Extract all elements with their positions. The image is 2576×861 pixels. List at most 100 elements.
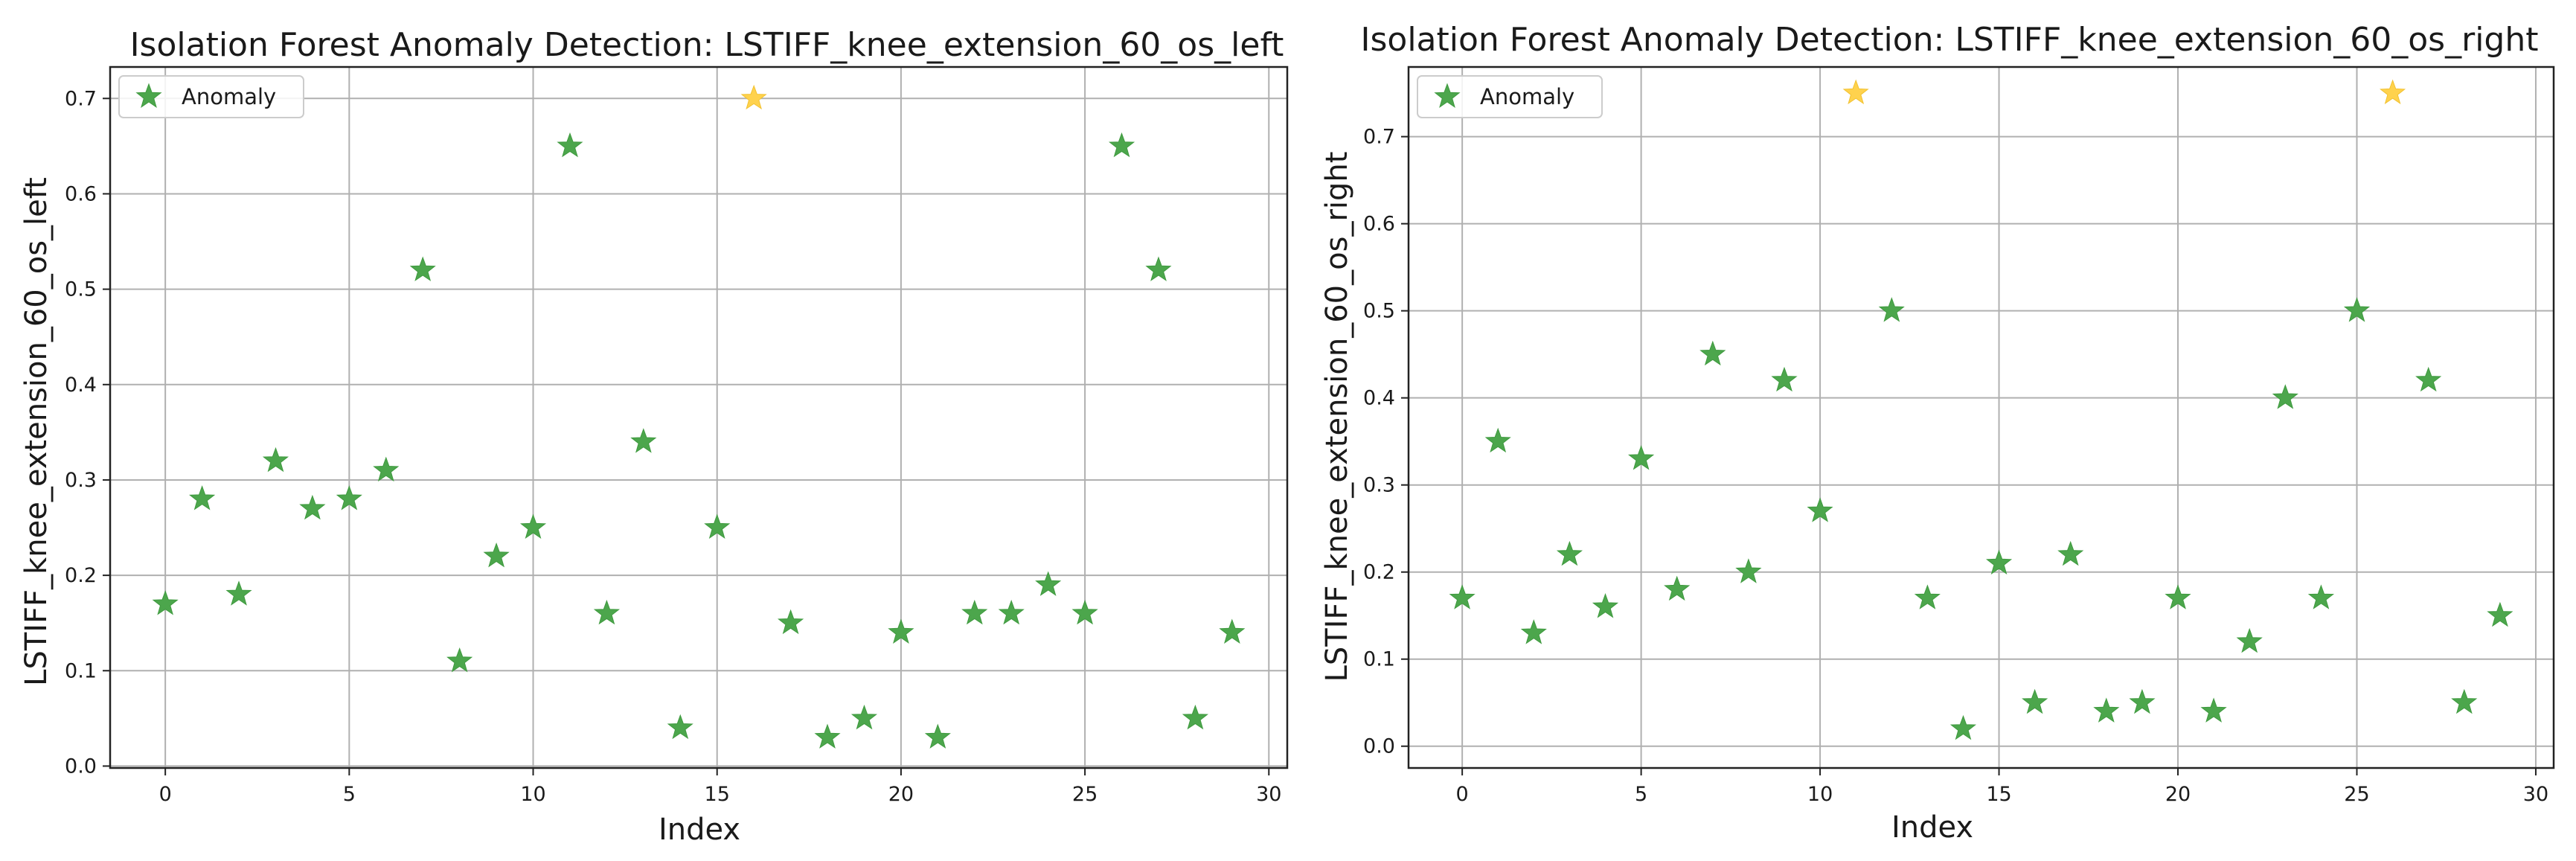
left-x-tick-label: 30 bbox=[1256, 783, 1281, 806]
left-y-tick-label: 0.0 bbox=[65, 755, 97, 778]
right-x-tick-label: 20 bbox=[2165, 783, 2191, 806]
right-data-point bbox=[1627, 445, 1655, 470]
right-chart: Isolation Forest Anomaly Detection: LSTI… bbox=[1320, 21, 2555, 845]
left-data-point bbox=[152, 590, 179, 615]
right-data-point bbox=[2093, 697, 2120, 723]
left-y-axis-label: LSTIFF_knee_extension_60_os_left bbox=[19, 177, 54, 686]
left-anomaly-point bbox=[740, 84, 767, 110]
left-data-point bbox=[336, 485, 362, 510]
right-y-tick-label: 0.1 bbox=[1363, 648, 1395, 671]
right-x-tick-label: 25 bbox=[2344, 783, 2369, 806]
right-data-point bbox=[1699, 340, 1726, 366]
left-data-point bbox=[593, 599, 620, 625]
right-x-axis-label: Index bbox=[1891, 810, 1973, 845]
left-data-point bbox=[998, 599, 1025, 625]
left-data-point bbox=[961, 599, 988, 625]
left-plot-area: 0 5 10 15 20 25 30 0.0 0.1 0.2 0.3 0.4 0.5 0.6 0.7 Anom… bbox=[65, 65, 1289, 806]
right-data-point bbox=[2307, 584, 2335, 609]
left-y-tick-label: 0.1 bbox=[65, 659, 97, 682]
right-y-tick-label: 0.0 bbox=[1363, 735, 1395, 758]
right-x-tick-label: 0 bbox=[1456, 783, 1469, 806]
left-data-point bbox=[225, 580, 252, 606]
right-legend-label: Anomaly bbox=[1480, 84, 1574, 109]
left-data-point bbox=[1182, 704, 1208, 730]
left-data-point bbox=[483, 542, 510, 568]
left-legend-marker bbox=[135, 83, 162, 108]
left-legend bbox=[118, 75, 304, 118]
right-data-point bbox=[1449, 584, 1476, 609]
left-data-point bbox=[1145, 256, 1172, 281]
right-anomaly-point bbox=[2380, 79, 2406, 105]
left-axes-frame bbox=[109, 65, 1289, 769]
left-data-point bbox=[1071, 599, 1098, 625]
left-x-tick-label: 10 bbox=[520, 783, 545, 806]
right-y-tick-label: 0.6 bbox=[1363, 213, 1395, 236]
left-x-tick-label: 5 bbox=[343, 783, 356, 806]
left-data-point bbox=[1109, 132, 1135, 158]
left-y-tick-label: 0.4 bbox=[65, 374, 97, 397]
left-x-tick-label: 0 bbox=[159, 783, 172, 806]
right-data-point bbox=[1878, 297, 1905, 322]
right-y-tick-label: 0.3 bbox=[1363, 474, 1395, 497]
right-y-axis-label: LSTIFF_knee_extension_60_os_right bbox=[1320, 152, 1354, 682]
right-chart-title: Isolation Forest Anomaly Detection: LSTI… bbox=[1361, 21, 2539, 59]
right-y-tick-label: 0.7 bbox=[1363, 126, 1395, 149]
left-data-point bbox=[189, 485, 216, 510]
left-data-point bbox=[1035, 571, 1062, 596]
left-data-point bbox=[262, 446, 289, 473]
right-data-point bbox=[1664, 575, 1691, 601]
left-y-tick-label: 0.7 bbox=[65, 87, 97, 110]
right-data-point bbox=[2236, 627, 2263, 653]
right-data-point bbox=[1771, 366, 1798, 392]
right-data-point bbox=[2057, 540, 2084, 566]
left-y-tick-label: 0.6 bbox=[65, 182, 97, 205]
left-x-tick-label: 15 bbox=[705, 783, 730, 806]
right-data-point bbox=[2165, 584, 2191, 609]
right-data-point bbox=[2129, 688, 2156, 714]
right-data-point bbox=[1914, 584, 1941, 609]
right-data-point bbox=[2415, 366, 2442, 392]
right-data-point bbox=[1949, 714, 1976, 740]
right-legend-marker bbox=[1434, 83, 1461, 108]
left-x-tick-label: 25 bbox=[1072, 783, 1098, 806]
left-data-point bbox=[814, 723, 841, 749]
right-plot-area: 0 5 10 15 20 25 30 0.0 0.1 0.2 0.3 0.4 0.5 0.6 0.7 Anom… bbox=[1363, 65, 2555, 806]
right-data-point bbox=[1735, 558, 1762, 583]
left-data-point bbox=[667, 714, 693, 740]
left-y-tick-label: 0.2 bbox=[65, 564, 97, 587]
left-x-axis-label: Index bbox=[659, 813, 740, 847]
right-data-point bbox=[2451, 688, 2478, 714]
right-x-tick-label: 15 bbox=[1986, 783, 2011, 806]
left-data-point bbox=[924, 723, 951, 749]
right-x-tick-label: 10 bbox=[1807, 783, 1833, 806]
left-data-point bbox=[888, 618, 914, 644]
right-axes-frame bbox=[1407, 65, 2555, 769]
right-data-point bbox=[1807, 497, 1833, 522]
left-data-point bbox=[520, 513, 547, 539]
left-data-point bbox=[778, 609, 804, 635]
right-data-point bbox=[1484, 427, 1511, 453]
right-legend bbox=[1417, 75, 1603, 118]
right-data-point bbox=[1592, 593, 1619, 618]
left-data-point bbox=[373, 456, 400, 482]
left-data-point bbox=[850, 704, 877, 730]
left-chart-title: Isolation Forest Anomaly Detection: LSTI… bbox=[130, 26, 1284, 64]
right-x-tick-label: 5 bbox=[1635, 783, 1647, 806]
right-anomaly-point bbox=[1842, 79, 1869, 105]
left-data-point bbox=[557, 132, 583, 158]
left-data-point bbox=[630, 428, 657, 453]
left-data-point bbox=[704, 513, 731, 539]
right-y-tick-label: 0.4 bbox=[1363, 387, 1395, 410]
left-data-point bbox=[446, 647, 473, 673]
left-data-point bbox=[1219, 618, 1246, 644]
right-data-point bbox=[1520, 619, 1547, 644]
left-legend-label: Anomaly bbox=[182, 84, 276, 109]
left-x-tick-label: 20 bbox=[888, 783, 914, 806]
left-y-tick-label: 0.5 bbox=[65, 278, 97, 301]
right-data-point bbox=[2200, 697, 2227, 723]
right-y-tick-label: 0.5 bbox=[1363, 300, 1395, 323]
right-data-point bbox=[2272, 384, 2298, 409]
left-chart: Isolation Forest Anomaly Detection: LSTI… bbox=[19, 26, 1289, 847]
right-x-tick-label: 30 bbox=[2523, 783, 2548, 806]
